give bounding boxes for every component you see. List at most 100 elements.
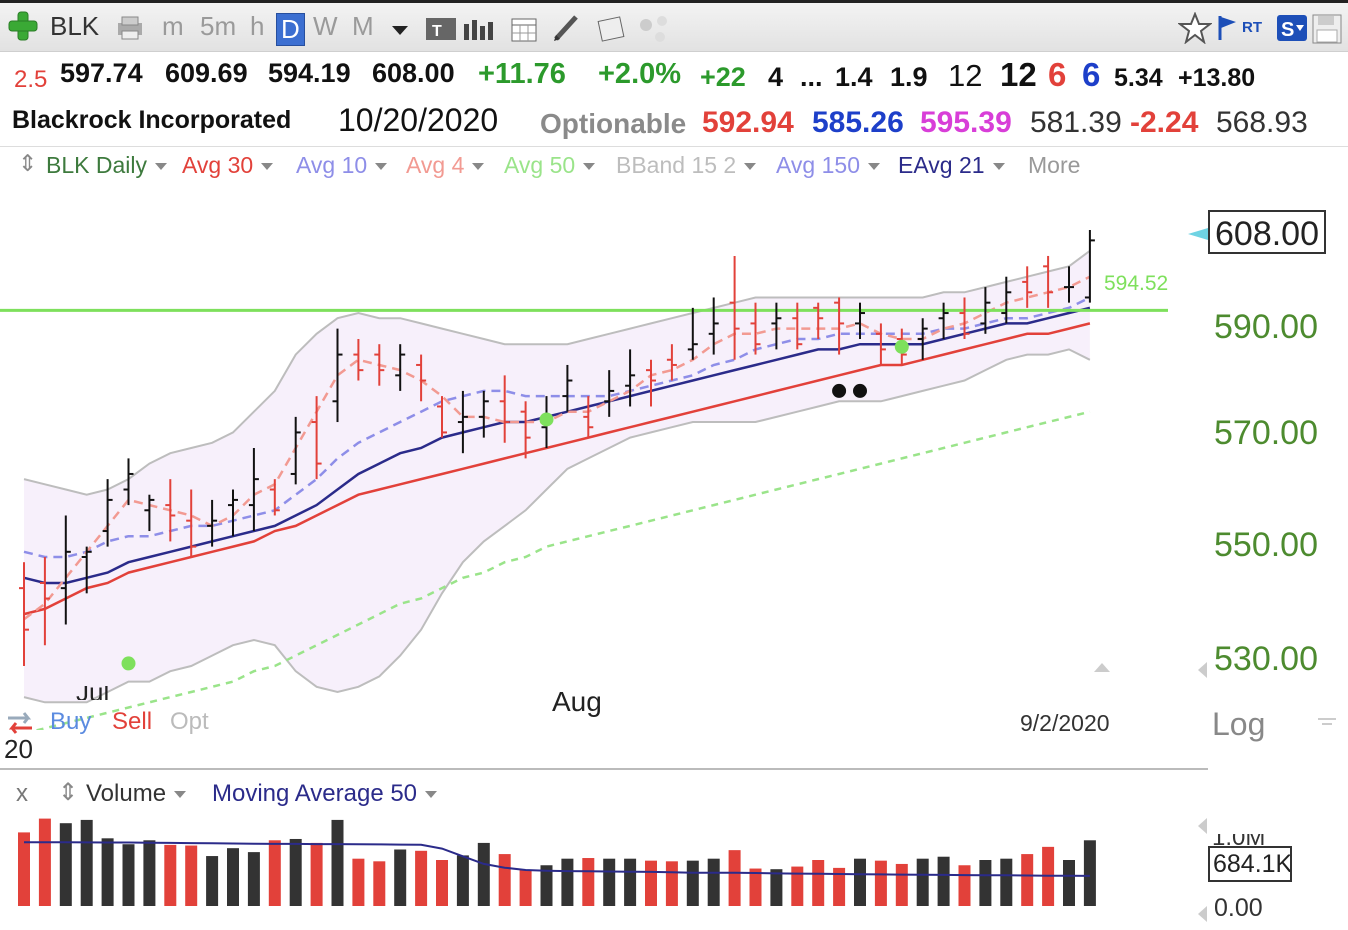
chart-name-menu[interactable]: BLK Daily <box>46 152 167 179</box>
volume-bar <box>415 850 428 906</box>
quote-n4: 1.4 <box>835 62 873 92</box>
volume-bar <box>456 855 469 906</box>
quote-n1: +22 <box>700 62 746 92</box>
print-icon[interactable] <box>114 15 146 46</box>
indicator-avg50[interactable]: Avg 50 <box>504 152 595 179</box>
interval-monthly[interactable]: M <box>352 11 374 41</box>
volume-bar <box>854 858 866 906</box>
interval-hour[interactable]: h <box>250 11 265 41</box>
ohlc-bar <box>604 370 615 417</box>
indicator-avg30[interactable]: Avg 30 <box>182 152 273 179</box>
interval-5m[interactable]: 5m <box>200 11 237 41</box>
ohlc-bar <box>750 302 761 355</box>
info-v4: 581.39 <box>1030 106 1122 139</box>
volume-bar <box>101 838 114 906</box>
volume-axis-bottom: 0.00 <box>1214 894 1263 922</box>
quote-change-pct: +2.0% <box>598 58 682 90</box>
volume-drag-icon[interactable]: ⇕ <box>58 779 79 806</box>
quote-n2: 4 <box>768 62 784 92</box>
ohlc-bar <box>81 546 92 594</box>
indicator-avg150[interactable]: Avg 150 <box>776 152 880 179</box>
ohlc-bar <box>186 489 197 557</box>
quote-n10: 5.34 <box>1114 64 1163 92</box>
volume-chart[interactable] <box>0 800 1200 920</box>
price-chart[interactable] <box>0 190 1200 730</box>
quote-open: 597.74 <box>60 58 143 88</box>
ohlc-bar <box>290 416 301 485</box>
drag-handle-icon[interactable]: ⇕ <box>18 150 38 176</box>
menu-lines-icon[interactable] <box>1318 714 1336 732</box>
ohlc-bar <box>1064 266 1074 303</box>
ohlc-bar <box>19 562 29 666</box>
volume-bar <box>707 858 720 906</box>
scale-log-label[interactable]: Log <box>1212 706 1266 742</box>
price-pointer-icon <box>1186 226 1210 247</box>
volume-bar <box>268 840 281 906</box>
volume-bar <box>1063 860 1075 906</box>
star-icon[interactable] <box>1177 11 1213 49</box>
volume-menu[interactable]: Volume <box>86 780 186 808</box>
ohlc-bar <box>228 489 238 537</box>
volume-bar <box>185 845 198 906</box>
volume-bar <box>247 852 260 906</box>
ohlc-bar <box>1001 276 1012 324</box>
trade-arrows-icon[interactable] <box>4 708 36 743</box>
flag-icon[interactable] <box>1216 14 1238 47</box>
indicator-eavg21[interactable]: EAvg 21 <box>898 152 1005 179</box>
interval-daily[interactable]: D <box>276 13 305 46</box>
more-indicators-link[interactable]: More <box>1028 152 1081 178</box>
save-icon[interactable] <box>1312 14 1342 49</box>
volume-bar <box>227 848 239 906</box>
eavg21-line <box>23 306 1091 585</box>
indicator-bband[interactable]: BBand 15 2 <box>616 152 756 179</box>
indicator-avg4[interactable]: Avg 4 <box>406 152 484 179</box>
chevron-down-icon[interactable] <box>392 23 408 41</box>
ohlc-bar <box>917 318 928 360</box>
volume-ma50-line <box>24 841 1090 877</box>
add-symbol-icon[interactable] <box>8 11 38 41</box>
ohlc-bar <box>562 364 573 412</box>
volume-bar <box>436 860 448 906</box>
axis-left-icon[interactable] <box>1196 662 1208 683</box>
opt-button[interactable]: Opt <box>170 708 209 735</box>
scroll-up-icon[interactable] <box>1094 660 1110 678</box>
quote-low: 594.19 <box>268 58 351 88</box>
volume-bar <box>812 860 825 906</box>
share-icon[interactable] <box>638 15 672 48</box>
symbol-label[interactable]: BLK <box>50 11 100 41</box>
window-icon[interactable] <box>596 13 628 48</box>
ohlc-bar <box>625 349 636 407</box>
ohlc-bar <box>834 297 845 355</box>
volume-ma-menu[interactable]: Moving Average 50 <box>212 780 437 808</box>
volume-scroll-up-icon[interactable] <box>1196 818 1208 839</box>
volume-divider <box>0 768 1208 770</box>
indicator-avg10[interactable]: Avg 10 <box>296 152 387 179</box>
realtime-icon[interactable]: RT <box>1242 19 1262 36</box>
buy-button[interactable]: Buy <box>50 708 92 735</box>
interval-1m[interactable]: m <box>162 11 184 41</box>
quote-prefix: 2.5 <box>14 66 48 93</box>
year-fragment: 20 <box>4 734 33 764</box>
volume-bar <box>540 865 553 906</box>
sell-button[interactable]: Sell <box>112 708 153 735</box>
calendar-icon[interactable] <box>510 15 540 48</box>
avg4-line <box>23 275 1091 621</box>
ohlc-bar <box>416 354 427 402</box>
ohlc-bar <box>374 344 385 386</box>
volume-bar <box>1021 854 1034 906</box>
streaming-icon[interactable]: S <box>1276 14 1308 47</box>
ohlc-bar <box>813 302 824 339</box>
avg50-line <box>32 410 1091 730</box>
close-volume-button[interactable]: x <box>16 780 28 807</box>
info-v6: 568.93 <box>1216 106 1308 139</box>
ohlc-bar <box>666 344 677 381</box>
volume-scroll-down-icon[interactable] <box>1196 906 1208 927</box>
chart-type-icon[interactable]: T <box>424 16 504 47</box>
header-divider <box>0 146 1348 147</box>
y-tick-530: 530.00 <box>1214 640 1318 678</box>
pencil-icon[interactable] <box>552 13 582 48</box>
quote-n7: 12 <box>1000 56 1037 93</box>
bband-fill <box>24 250 1090 703</box>
ohlc-bar <box>478 390 489 438</box>
interval-weekly[interactable]: W <box>313 11 338 41</box>
